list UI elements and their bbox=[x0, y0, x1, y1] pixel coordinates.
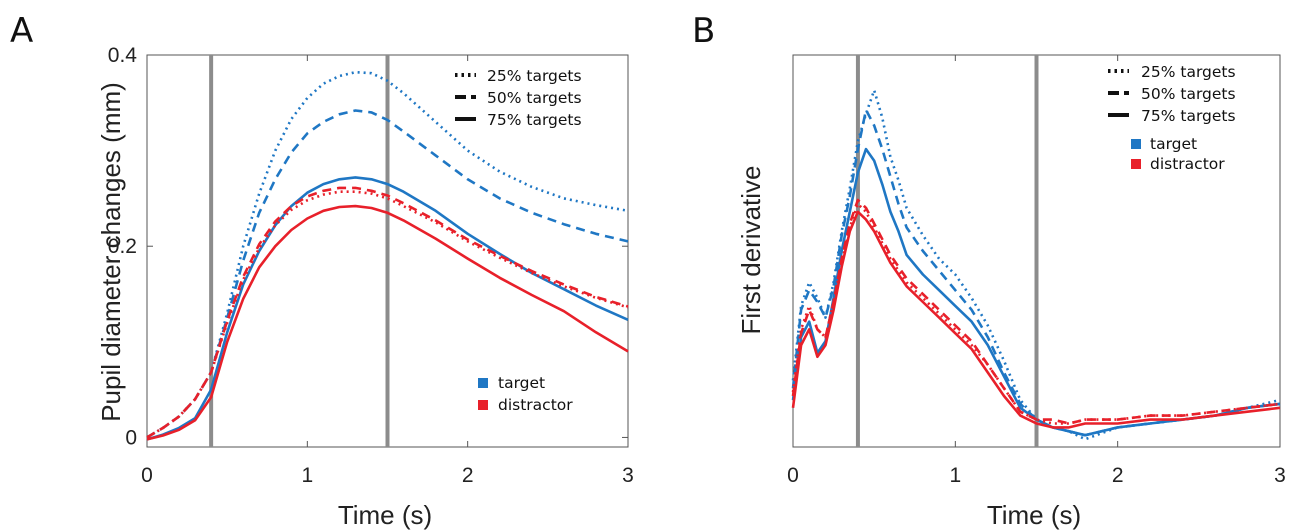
legend-50-label: 50% targets bbox=[487, 89, 582, 107]
x-tick-label: 0 bbox=[141, 464, 153, 487]
legend-target-label: target bbox=[1150, 135, 1197, 153]
x-tick-label: 0 bbox=[787, 464, 799, 487]
legend-target-swatch bbox=[478, 378, 488, 388]
x-tick-label: 3 bbox=[1274, 464, 1286, 487]
legend-25-label: 25% targets bbox=[487, 67, 582, 85]
y-tick-label: 0.4 bbox=[108, 44, 138, 67]
x-tick-label: 3 bbox=[622, 464, 634, 487]
legend-distractor-label: distractor bbox=[498, 396, 573, 414]
panel-b-y-axis-label: First derivative bbox=[736, 165, 766, 334]
legend-75-label: 75% targets bbox=[1141, 107, 1236, 125]
x-tick-label: 1 bbox=[301, 464, 313, 487]
x-tick-label: 2 bbox=[1112, 464, 1124, 487]
panel-b-color-legend: target distractor bbox=[1131, 135, 1225, 173]
panel-b-style-legend: 25% targets 50% targets 75% targets bbox=[1108, 63, 1236, 125]
legend-target-swatch bbox=[1131, 139, 1141, 149]
x-tick-label: 2 bbox=[462, 464, 474, 487]
panel-a: A Pupil diameter changes (mm) Time (s) 2… bbox=[10, 11, 634, 530]
panel-a-y-axis-label: Pupil diameter changes (mm) bbox=[96, 82, 126, 422]
legend-distractor-label: distractor bbox=[1150, 155, 1225, 173]
panel-a-letter: A bbox=[10, 11, 33, 51]
legend-25-label: 25% targets bbox=[1141, 63, 1236, 81]
y-tick-label: 0 bbox=[125, 426, 137, 449]
legend-distractor-swatch bbox=[478, 400, 488, 410]
panel-b-letter: B bbox=[692, 11, 715, 51]
y-tick-label: 0.2 bbox=[108, 235, 137, 258]
panel-b: B First derivative Time (s) 25% targets … bbox=[692, 11, 1286, 530]
legend-distractor-swatch bbox=[1131, 159, 1141, 169]
legend-50-label: 50% targets bbox=[1141, 85, 1236, 103]
series-distractor-dashed-line bbox=[146, 186, 629, 439]
series-distractor-solid-line bbox=[791, 210, 1281, 429]
legend-75-label: 75% targets bbox=[487, 111, 582, 129]
panel-a-style-legend: 25% targets 50% targets 75% targets bbox=[455, 67, 582, 129]
series-target-dashed-line bbox=[146, 109, 629, 439]
series-distractor-solid-line bbox=[146, 204, 629, 441]
panel-a-x-axis-label: Time (s) bbox=[338, 500, 432, 530]
x-tick-label: 1 bbox=[949, 464, 961, 487]
panel-a-color-legend: target distractor bbox=[478, 374, 573, 414]
series-distractor-dotted-line bbox=[146, 190, 629, 439]
panel-b-x-axis-label: Time (s) bbox=[987, 500, 1081, 530]
legend-target-label: target bbox=[498, 374, 545, 392]
